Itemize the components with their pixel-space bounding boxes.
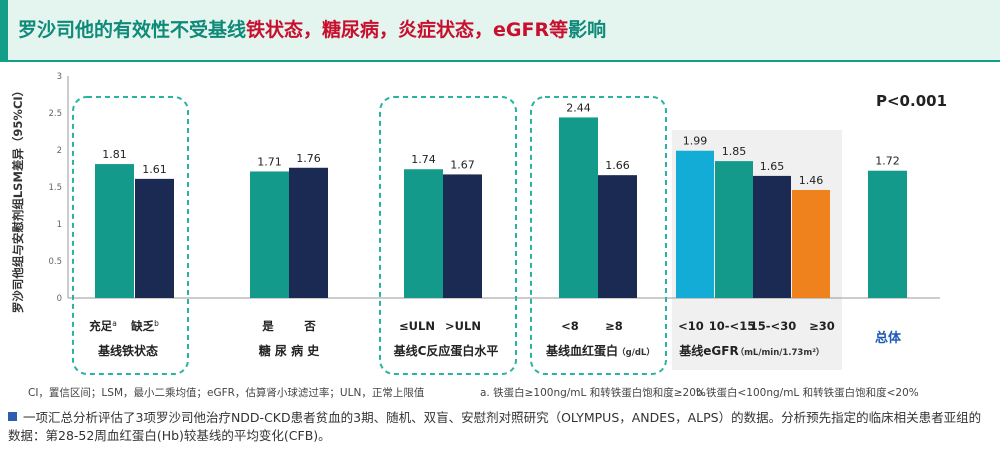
bar-value-label: 1.67 — [450, 158, 475, 171]
bar-value-label: 1.65 — [760, 160, 785, 173]
bar — [95, 164, 134, 298]
y-tick-label: 0 — [57, 294, 62, 304]
x-category-label: 缺乏b — [130, 319, 159, 334]
bar — [676, 150, 714, 298]
bar — [792, 189, 830, 298]
bar-value-label: 1.71 — [257, 155, 282, 168]
title-accent — [0, 0, 8, 60]
y-tick-label: 2.5 — [48, 109, 62, 119]
group-name-label: 糖 尿 病 史 — [259, 343, 321, 358]
x-category-label: <10 — [678, 319, 704, 333]
bar — [443, 174, 482, 298]
y-tick-label: 3 — [57, 72, 62, 82]
bar-value-label: 1.66 — [605, 159, 630, 172]
bar — [404, 169, 443, 298]
bar — [753, 175, 791, 298]
title-part1: 罗沙司他的有效性不受基线 — [18, 19, 247, 41]
y-tick-label: 0.5 — [48, 257, 62, 267]
x-category-label: 10-<15 — [709, 319, 755, 333]
group-name-label: 基线eGFR — [678, 343, 738, 358]
x-category-label: ≥30 — [809, 319, 835, 333]
footnote-abbreviations: CI，置信区间；LSM，最小二乘均值；eGFR，估算肾小球滤过率；ULN，正常上… — [28, 387, 425, 399]
subgroup-dashed-box — [379, 96, 517, 375]
bar-value-label: 1.61 — [142, 163, 167, 176]
group-name-label: 基线C反应蛋白水平 — [393, 343, 499, 358]
superscript-marker: b — [154, 319, 159, 328]
bullet-square-icon — [8, 412, 17, 421]
y-tick-label: 1 — [57, 220, 62, 230]
bar — [868, 170, 907, 298]
page-title: 罗沙司他的有效性不受基线铁状态，糖尿病，炎症状态，eGFR等影响 — [18, 0, 606, 60]
x-category-label: 15-<30 — [750, 319, 796, 333]
bar — [289, 167, 328, 298]
source-note: 一项汇总分析评估了3项罗沙司他治疗NDD-CKD患者贫血的3期、随机、双盲、安慰… — [8, 409, 993, 445]
x-category-total: 总体 — [875, 330, 902, 346]
x-category-label: 充足a — [89, 319, 117, 334]
bar-value-label: 1.72 — [875, 155, 900, 168]
title-part2: 铁状态，糖尿病，炎症状态，eGFR等 — [246, 19, 569, 41]
x-category-label: ≥8 — [605, 319, 623, 333]
title-part3: 影响 — [568, 19, 607, 41]
title-rule — [0, 60, 1000, 62]
bar-value-label: 1.46 — [799, 174, 824, 187]
group-unit-label: （g/dL） — [617, 347, 655, 358]
bar-value-label: 1.74 — [411, 153, 436, 166]
group-name-label: 基线铁状态 — [97, 343, 158, 358]
y-tick-label: 1.5 — [48, 183, 62, 193]
subgroup-dashed-box — [530, 96, 667, 375]
bar-value-label: 1.99 — [683, 135, 708, 148]
y-tick-label: 2 — [57, 146, 62, 156]
bar — [715, 161, 753, 298]
footnote-a: a. 铁蛋白≥100ng/mL 和转铁蛋白饱和度≥20% — [480, 387, 706, 399]
bar-value-label: 1.81 — [102, 148, 127, 161]
superscript-marker: a — [112, 319, 117, 328]
x-category-label: <8 — [561, 319, 579, 333]
bar — [250, 171, 289, 298]
source-text: 一项汇总分析评估了3项罗沙司他治疗NDD-CKD患者贫血的3期、随机、双盲、安慰… — [8, 410, 982, 443]
subgroup-bar-chart: 0 0.5 1 1.5 2 2.5 3 罗沙司他组与安慰剂组LSM差异（95%CI） P<0.0… — [11, 72, 947, 375]
x-category-label: ≤ULN — [399, 319, 435, 333]
bar — [559, 117, 598, 298]
bar-value-label: 2.44 — [566, 101, 591, 114]
subgroup-dashed-box — [72, 96, 189, 375]
p-value-annotation: P<0.001 — [876, 92, 947, 110]
bar-value-label: 1.85 — [722, 145, 747, 158]
group-name-label: 基线血红蛋白 — [545, 343, 618, 358]
bar-value-label: 1.76 — [296, 152, 321, 165]
y-axis-label: 罗沙司他组与安慰剂组LSM差异（95%CI） — [11, 85, 25, 313]
title-bar — [0, 0, 1000, 60]
group-unit-label: （mL/min/1.73m²） — [736, 347, 825, 358]
x-category-label: >ULN — [445, 319, 481, 333]
x-category-label: 否 — [303, 319, 316, 333]
bar — [135, 178, 174, 298]
x-category-label: 是 — [261, 319, 274, 333]
footnote-b: b.铁蛋白<100ng/mL 和转铁蛋白饱和度<20% — [696, 387, 919, 399]
bar — [598, 175, 637, 298]
